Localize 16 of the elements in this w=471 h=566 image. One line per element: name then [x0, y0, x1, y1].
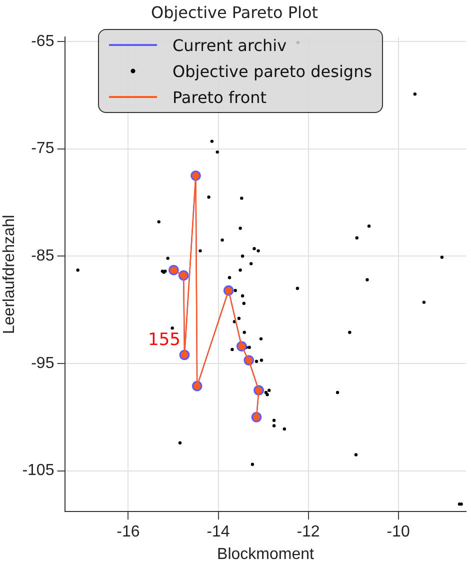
x-tick-label: -14	[206, 524, 230, 541]
x-axis-title: Blockmoment	[217, 546, 315, 563]
y-tick-label: -75	[31, 140, 54, 158]
x-tick-label: -10	[386, 524, 410, 541]
legend-label: Pareto front	[172, 88, 267, 107]
chart-title: Objective Pareto Plot	[150, 2, 318, 22]
y-tick-label: -85	[31, 248, 54, 265]
annotation: 155	[148, 330, 180, 350]
y-axis-title: Leerlaufdrehzahl	[1, 214, 18, 334]
y-tick-label: -105	[22, 462, 54, 480]
legend-label: Current archiv	[172, 36, 287, 55]
y-tick-label: -95	[31, 354, 54, 372]
x-tick-label: -12	[296, 524, 320, 541]
y-tick-label: -65	[31, 32, 54, 50]
x-tick-label: -16	[116, 524, 140, 541]
legend-label: Objective pareto designs	[172, 62, 372, 81]
